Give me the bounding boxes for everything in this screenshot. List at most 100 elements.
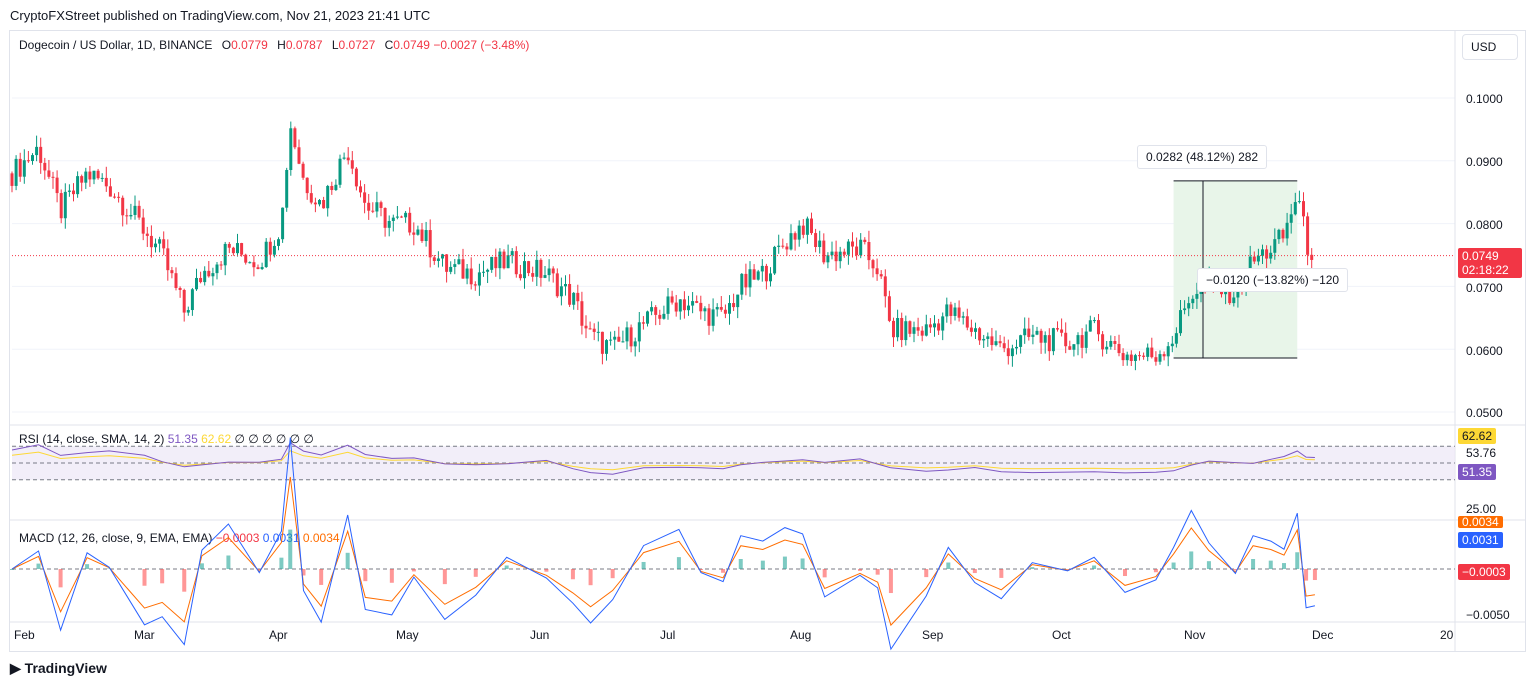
candle-body (1142, 355, 1146, 357)
candle-body (1297, 201, 1301, 203)
candle-body (26, 160, 30, 162)
candle-body (1273, 239, 1277, 253)
candle-body (186, 310, 190, 313)
candle-body (469, 268, 473, 285)
candle-body (227, 243, 231, 248)
time-tick: Jun (530, 628, 550, 642)
candle-body (695, 301, 699, 303)
candle-body (875, 268, 879, 275)
candle-body (752, 269, 756, 280)
candle-body (937, 323, 941, 331)
candle-body (1031, 334, 1035, 337)
candle-body (769, 273, 772, 282)
candle-body (449, 266, 453, 272)
candle-body (1293, 202, 1297, 215)
macd-hist-bar (1171, 562, 1176, 569)
macd-hist-bar (1065, 569, 1070, 570)
candle-body (190, 289, 194, 311)
candle-body (412, 232, 416, 235)
candle-body (43, 162, 47, 171)
macd-hist-bar (199, 563, 204, 569)
candle-body (207, 270, 211, 277)
candle-body (350, 160, 354, 169)
candle-body (1064, 332, 1068, 347)
macd-legend-signal: 0.0034 (302, 531, 340, 545)
candle-body (432, 257, 436, 261)
candle-body (1113, 341, 1117, 344)
candle-body (629, 327, 633, 347)
candle-body (178, 287, 182, 290)
currency-button[interactable]: USD (1462, 34, 1518, 60)
candle-body (617, 336, 621, 342)
symbol-title[interactable]: Dogecoin / US Dollar, 1D, BINANCE (19, 38, 213, 52)
candle-body (1019, 335, 1023, 347)
candle-body (1056, 328, 1059, 330)
candle-body (1154, 357, 1158, 362)
candle-body (260, 267, 264, 270)
candle-body (908, 321, 912, 334)
candle-body (486, 269, 490, 272)
candle-body (920, 330, 924, 336)
countdown-value: 02:18:22 (1462, 263, 1509, 277)
candle-body (301, 163, 305, 178)
candle-body (117, 196, 121, 198)
tradingview-logo-icon: ▶︎ (10, 660, 21, 676)
candle-body (965, 316, 969, 328)
candle-body (990, 336, 994, 346)
candle-body (1076, 335, 1080, 345)
macd-hist-bar (1233, 569, 1238, 571)
candle-body (342, 157, 346, 159)
candle-body (564, 283, 567, 287)
candle-body (113, 196, 116, 198)
rsi-axis-label: 53.76 (1466, 446, 1497, 460)
macd-axis-label: −0.0050 (1466, 608, 1510, 622)
candle-body (974, 328, 977, 332)
candle-body (1285, 222, 1289, 239)
candle-body (728, 303, 731, 314)
candle-body (1043, 335, 1047, 343)
candle-body (420, 229, 424, 242)
macd-hist-bar (676, 557, 681, 569)
candle-body (248, 262, 252, 264)
candle-body (658, 314, 662, 319)
candle-body (14, 158, 18, 186)
candle-body (596, 331, 600, 333)
candle-body (1097, 320, 1100, 335)
candle-body (84, 171, 88, 183)
macd-line (11, 437, 1316, 651)
candle-body (928, 324, 932, 328)
candle-body (711, 309, 715, 326)
chart-frame (9, 30, 1526, 652)
candle-body (654, 307, 658, 315)
candle-body (256, 267, 260, 270)
rsi-legend[interactable]: RSI (14, close, SMA, 14, 2) 51.35 62.62 … (19, 432, 314, 446)
candle-body (326, 185, 330, 209)
time-tick: May (396, 628, 419, 642)
candle-body (682, 299, 686, 311)
candle-body (104, 177, 108, 187)
candle-body (1269, 252, 1273, 259)
candle-body (223, 243, 227, 266)
candle-body (39, 146, 43, 163)
rsi-line (11, 441, 1315, 475)
candle-body (80, 176, 84, 183)
candle-body (1277, 229, 1281, 240)
macd-hist-bar (588, 569, 593, 586)
candle-body (510, 251, 514, 256)
candle-body (285, 169, 289, 208)
candle-body (1289, 214, 1293, 223)
macd-hist-tag: −0.0003 (1458, 564, 1510, 580)
candle-body (855, 246, 859, 256)
candle-body (863, 239, 867, 242)
candle-body (707, 308, 711, 326)
candle-body (72, 190, 75, 195)
candle-body (867, 241, 871, 261)
candle-body (838, 251, 842, 262)
candle-body (416, 229, 420, 235)
candle-body (781, 245, 785, 247)
candle-body (108, 186, 112, 197)
macd-hist-bar (1268, 560, 1273, 569)
candle-body (457, 259, 461, 265)
rsi-legend-sma: 62.62 (201, 432, 232, 446)
